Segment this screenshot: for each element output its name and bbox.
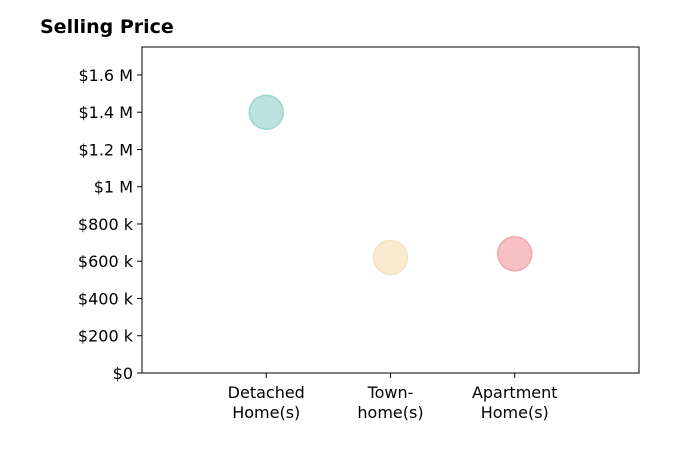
x-tick-label-line: Apartment: [472, 383, 558, 402]
x-tick-label: Town-home(s): [357, 383, 423, 422]
data-point: [248, 94, 284, 130]
y-tick-label: $200 k: [78, 327, 134, 346]
y-tick-label: $0: [113, 364, 133, 383]
x-tick-label: Detached Home(s): [228, 383, 305, 422]
y-tick-label: $1 M: [94, 178, 133, 197]
y-tick-label: $800 k: [78, 215, 134, 234]
x-axis: Detached Home(s)Town-home(s)Apartment Home…: [228, 373, 558, 422]
y-tick-label: $1.6 M: [78, 66, 133, 85]
x-tick-label-line: home(s): [357, 403, 423, 422]
plot-area-frame: [141, 46, 640, 374]
x-tick-label-line: Home(s): [481, 403, 549, 422]
x-tick-label: Apartment Home(s): [472, 383, 558, 422]
y-tick-label: $1.4 M: [78, 103, 133, 122]
x-tick-label-line: Town-: [367, 383, 414, 402]
x-tick-label-line: Detached: [228, 383, 305, 402]
y-tick-label: $600 k: [78, 252, 134, 271]
x-tick-label-line: Home(s): [232, 403, 300, 422]
data-points: [248, 94, 533, 276]
chart-title: Selling Price: [40, 16, 174, 38]
data-point: [372, 239, 409, 276]
data-point: [497, 236, 533, 272]
y-tick-label: $1.2 M: [78, 140, 133, 159]
y-axis: $0 $200 k $400 k $600 k $800 k $1 M $1.2 M $1.4…: [78, 66, 142, 383]
y-tick-label: $400 k: [78, 289, 134, 308]
